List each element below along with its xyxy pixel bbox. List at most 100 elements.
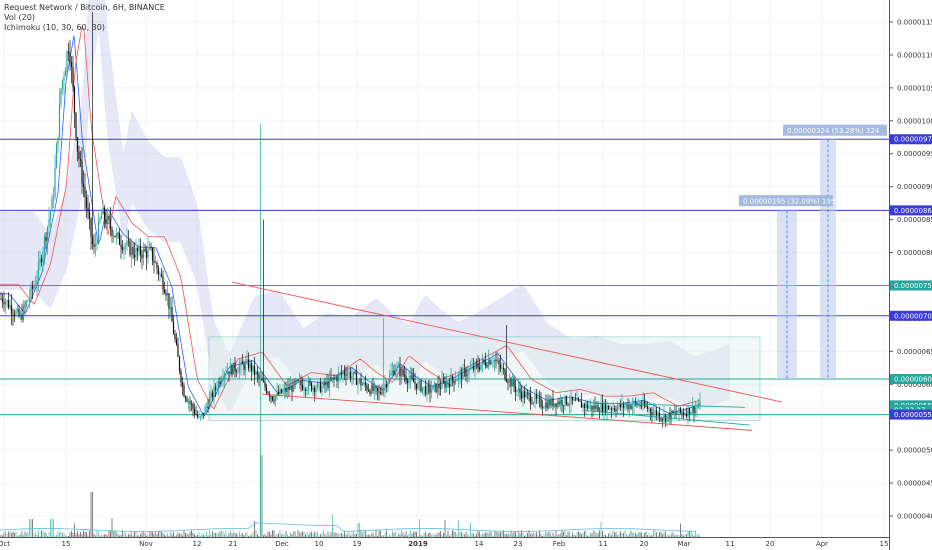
time-axis[interactable]: Oct 15 Nov 12 21 Dec 10 19 2019 14 23 Feb 11 20 Mar 11 2… xyxy=(0,537,889,549)
volume-bar xyxy=(171,534,173,537)
volume-bar xyxy=(80,531,81,537)
volume-bar xyxy=(195,535,197,537)
volume-bar xyxy=(591,532,593,537)
volume-bar xyxy=(513,532,515,537)
candle-body xyxy=(625,404,628,407)
volume-bar xyxy=(477,531,479,537)
volume-bar xyxy=(549,531,551,537)
candle-body xyxy=(276,391,278,396)
candle-body xyxy=(57,137,59,145)
candle-body xyxy=(168,292,170,309)
ichimoku-indicator-label[interactable]: Ichimoku (10, 30, 60, 30) xyxy=(4,23,105,32)
candle-body xyxy=(687,407,689,417)
volume-bar xyxy=(681,533,683,537)
candle-body xyxy=(115,233,118,237)
candle-body xyxy=(418,380,421,382)
candle-body xyxy=(591,405,593,410)
candle-body xyxy=(255,371,257,375)
candle-body xyxy=(58,102,61,138)
candle-body xyxy=(46,226,49,241)
volume-bar xyxy=(296,535,297,537)
price-tick-label: 0.00001100 xyxy=(897,51,932,59)
volume-indicator-label[interactable]: Vol (20) xyxy=(4,13,35,22)
volume-bar xyxy=(251,535,252,537)
price-axis[interactable]: 0.00001150 0.00001100 0.00001050 0.00001000… xyxy=(889,0,932,550)
volume-bar xyxy=(636,534,638,537)
volume-bar xyxy=(273,530,275,537)
candle-body xyxy=(309,381,311,384)
candle-body xyxy=(375,386,377,388)
candle-body xyxy=(373,386,376,391)
candle-body xyxy=(282,390,284,393)
volume-bar xyxy=(329,535,330,537)
inner-upper-channel xyxy=(584,402,746,408)
chart-grid xyxy=(0,0,889,537)
candle-body xyxy=(444,381,446,388)
volume-bar xyxy=(231,533,233,537)
volume-bar xyxy=(219,531,221,537)
measure-label-bg xyxy=(783,124,887,136)
candle-body xyxy=(286,386,289,392)
candle-body xyxy=(271,396,274,401)
measure-tools: 0.00000324 (53.28%) 324 0.00000195 (32.09… xyxy=(739,124,887,379)
volume-bars xyxy=(0,455,701,537)
volume-bar xyxy=(110,530,111,537)
volume-bar xyxy=(279,530,281,537)
volume-bar xyxy=(330,531,332,537)
candle-body xyxy=(483,359,485,362)
volume-bar xyxy=(284,534,285,537)
volume-bar xyxy=(108,530,110,537)
candle-body xyxy=(216,388,218,390)
candle-body xyxy=(642,400,644,407)
candle-body xyxy=(660,418,662,420)
candle-body xyxy=(259,377,262,379)
volume-bar xyxy=(426,534,428,537)
volume-bar xyxy=(218,533,219,537)
volume-bar xyxy=(17,535,18,537)
volume-bar xyxy=(687,531,689,537)
volume-bar xyxy=(615,531,617,537)
volume-bar xyxy=(362,532,363,537)
volume-bar xyxy=(317,531,318,537)
candle-body xyxy=(624,406,626,408)
volume-bar xyxy=(107,535,108,537)
volume-bar xyxy=(71,530,72,537)
candle-body xyxy=(481,359,484,365)
candle-body xyxy=(297,380,299,382)
volume-bar xyxy=(567,531,569,537)
volume-bar xyxy=(243,535,245,537)
candle-body xyxy=(588,406,590,409)
candle-body xyxy=(460,372,463,380)
candle-body xyxy=(571,396,574,401)
volume-bar xyxy=(261,455,263,537)
candle-body xyxy=(541,406,544,409)
candle-body xyxy=(640,405,643,407)
time-tick-label: 11 xyxy=(599,540,608,548)
candle-body xyxy=(132,246,134,255)
candle-body xyxy=(664,415,667,422)
candle-body xyxy=(252,365,254,372)
candle-body xyxy=(66,51,68,70)
volume-bar xyxy=(75,533,77,537)
volume-bar xyxy=(150,531,152,537)
candle-body xyxy=(393,370,395,376)
volume-bar xyxy=(180,533,182,537)
symbol-title[interactable]: Request Network / Bitcoin, 6H, BINANCE xyxy=(4,3,165,12)
candle-body xyxy=(669,412,671,420)
volume-bar xyxy=(237,534,239,537)
candle-body xyxy=(621,403,623,408)
candle-body xyxy=(6,300,8,302)
candle-body xyxy=(582,404,584,408)
volume-bar xyxy=(528,530,530,537)
candle-body xyxy=(348,371,350,374)
volume-bar xyxy=(240,533,242,537)
candle-body xyxy=(313,387,316,393)
candle-body xyxy=(15,310,17,316)
candle-body xyxy=(376,387,379,392)
candle-body xyxy=(612,408,614,410)
volume-bar xyxy=(428,532,429,537)
candle-body xyxy=(258,374,260,379)
candle-body xyxy=(187,401,190,403)
candle-body xyxy=(606,405,608,413)
